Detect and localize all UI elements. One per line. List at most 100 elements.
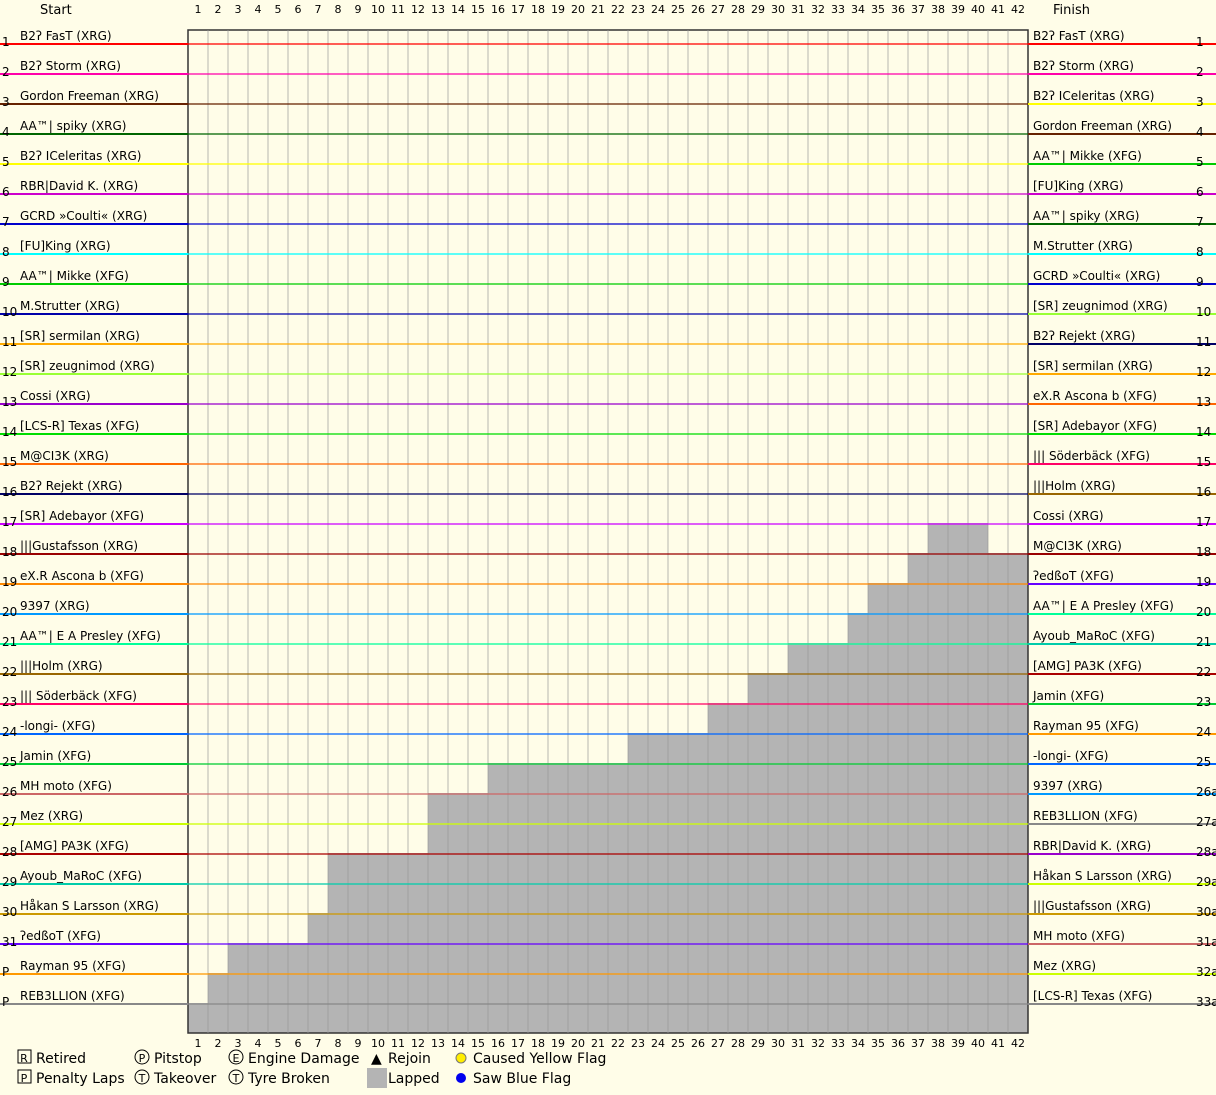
lap-number-top: 27: [711, 3, 725, 16]
lapped-bar: [308, 913, 328, 1033]
labels: 1 B2ʔ FasT (XRG) B2ʔ FasT (XRG) 12 B2ʔ Storm…: [2, 29, 1216, 1009]
lap-number-top: 31: [791, 3, 805, 16]
finish-position-number: 3: [1196, 95, 1204, 109]
legend-label: Rejoin: [388, 1051, 431, 1067]
lapped-bar: [828, 643, 848, 1033]
lap-number-top: 39: [951, 3, 965, 16]
finish-driver-label: |||Holm (XRG): [1033, 479, 1116, 493]
lap-number-bottom: 18: [531, 1037, 545, 1050]
finish-position-number: 2: [1196, 65, 1204, 79]
finish-driver-label: eX.R Ascona b (XFG): [1033, 389, 1157, 403]
finish-position-number: 28a: [1196, 845, 1216, 859]
start-position-number: 11: [2, 335, 17, 349]
lapped-bar: [768, 673, 788, 1033]
lapped-bar: [248, 943, 268, 1033]
lap-number-top: 20: [571, 3, 585, 16]
finish-position-number: 5: [1196, 155, 1204, 169]
start-driver-label: ||| Söderbäck (XFG): [20, 689, 137, 703]
lapped-bar: [888, 583, 908, 1033]
start-position-number: 10: [2, 305, 17, 319]
lapped-bar: [468, 793, 488, 1033]
finish-position-number: 17: [1196, 515, 1211, 529]
start-driver-label: M.Strutter (XRG): [20, 299, 120, 313]
legend-box-icon: [17, 1049, 32, 1064]
lap-number-bottom: 36: [891, 1037, 905, 1050]
finish-driver-label: [SR] sermilan (XRG): [1033, 359, 1153, 373]
start-driver-label: B2ʔ Storm (XRG): [20, 59, 121, 73]
lap-number-top: 1: [195, 3, 202, 16]
start-position-number: 27: [2, 815, 17, 829]
yellow-flag-icon: [455, 1052, 467, 1064]
lap-number-top: 10: [371, 3, 385, 16]
lapped-bar: [728, 703, 748, 1033]
legend-label: Penalty Laps: [36, 1071, 125, 1087]
lap-number-bottom: 12: [411, 1037, 425, 1050]
lap-number-top: 2: [215, 3, 222, 16]
lap-number-bottom: 28: [731, 1037, 745, 1050]
lapped-bar: [668, 733, 688, 1033]
lapped-bar: [528, 763, 548, 1033]
lapped-bar: [268, 943, 288, 1033]
start-position-number: 28: [2, 845, 17, 859]
lap-number-top: 29: [751, 3, 765, 16]
start-position-number: 16: [2, 485, 17, 499]
lap-number-bottom: 4: [255, 1037, 262, 1050]
start-driver-label: AA™| Mikke (XFG): [20, 269, 129, 283]
lap-number-bottom: 20: [571, 1037, 585, 1050]
lap-number-bottom: 2: [215, 1037, 222, 1050]
start-driver-label: B2ʔ FasT (XRG): [20, 29, 112, 43]
lap-number-bottom: 32: [811, 1037, 825, 1050]
finish-position-number: 19: [1196, 575, 1211, 589]
lapped-bar: [908, 553, 928, 1033]
lap-number-bottom: 11: [391, 1037, 405, 1050]
lapped-bar: [568, 763, 588, 1033]
finish-position-number: 29a: [1196, 875, 1216, 889]
start-position-number: 3: [2, 95, 10, 109]
lapped-bar: [288, 943, 308, 1033]
start-driver-label: Håkan S Larsson (XRG): [20, 899, 159, 913]
lap-number-bottom: 25: [671, 1037, 685, 1050]
lap-number-top: 13: [431, 3, 445, 16]
finish-driver-label: B2ʔ Rejekt (XRG): [1033, 329, 1135, 343]
legend-circle-icon: [228, 1049, 244, 1065]
lap-number-top: 21: [591, 3, 605, 16]
finish-position-number: 1: [1196, 35, 1204, 49]
start-driver-label: MH moto (XFG): [20, 779, 112, 793]
start-driver-label: [LCS-R] Texas (XFG): [20, 419, 139, 433]
lap-number-top: 17: [511, 3, 525, 16]
finish-driver-label: -longi- (XFG): [1033, 749, 1109, 763]
lap-number-top: 32: [811, 3, 825, 16]
start-header: Start: [40, 3, 72, 18]
finish-driver-label: Rayman 95 (XFG): [1033, 719, 1139, 733]
lap-number-bottom: 39: [951, 1037, 965, 1050]
finish-driver-label: [SR] zeugnimod (XRG): [1033, 299, 1168, 313]
start-position-number: 30: [2, 905, 17, 919]
lap-number-bottom: 16: [491, 1037, 505, 1050]
start-position-number: 1: [2, 35, 10, 49]
lap-number-bottom: 26: [691, 1037, 705, 1050]
finish-position-number: 21: [1196, 635, 1211, 649]
start-position-number: 19: [2, 575, 17, 589]
legend-label: Caused Yellow Flag: [473, 1051, 606, 1067]
lap-number-bottom: 23: [631, 1037, 645, 1050]
lap-number-bottom: 3: [235, 1037, 242, 1050]
lapped-bar: [588, 763, 608, 1033]
lapped-bar: [328, 853, 348, 1033]
start-position-number: 21: [2, 635, 17, 649]
finish-position-number: 14: [1196, 425, 1211, 439]
start-position-number: 23: [2, 695, 17, 709]
lap-number-top: 23: [631, 3, 645, 16]
start-position-number: 2: [2, 65, 10, 79]
lapped-bar: [688, 733, 708, 1033]
lap-number-bottom: 27: [711, 1037, 725, 1050]
start-position-number: 29: [2, 875, 17, 889]
finish-position-number: 4: [1196, 125, 1204, 139]
finish-driver-label: [FU]King (XRG): [1033, 179, 1124, 193]
lapped-bar: [748, 673, 768, 1033]
legend-label: Pitstop: [154, 1051, 202, 1067]
start-position-number: 9: [2, 275, 10, 289]
lapped-bar: [208, 973, 228, 1033]
lap-number-bottom: 31: [791, 1037, 805, 1050]
lapped-bar: [188, 1003, 208, 1033]
start-driver-label: [FU]King (XRG): [20, 239, 111, 253]
